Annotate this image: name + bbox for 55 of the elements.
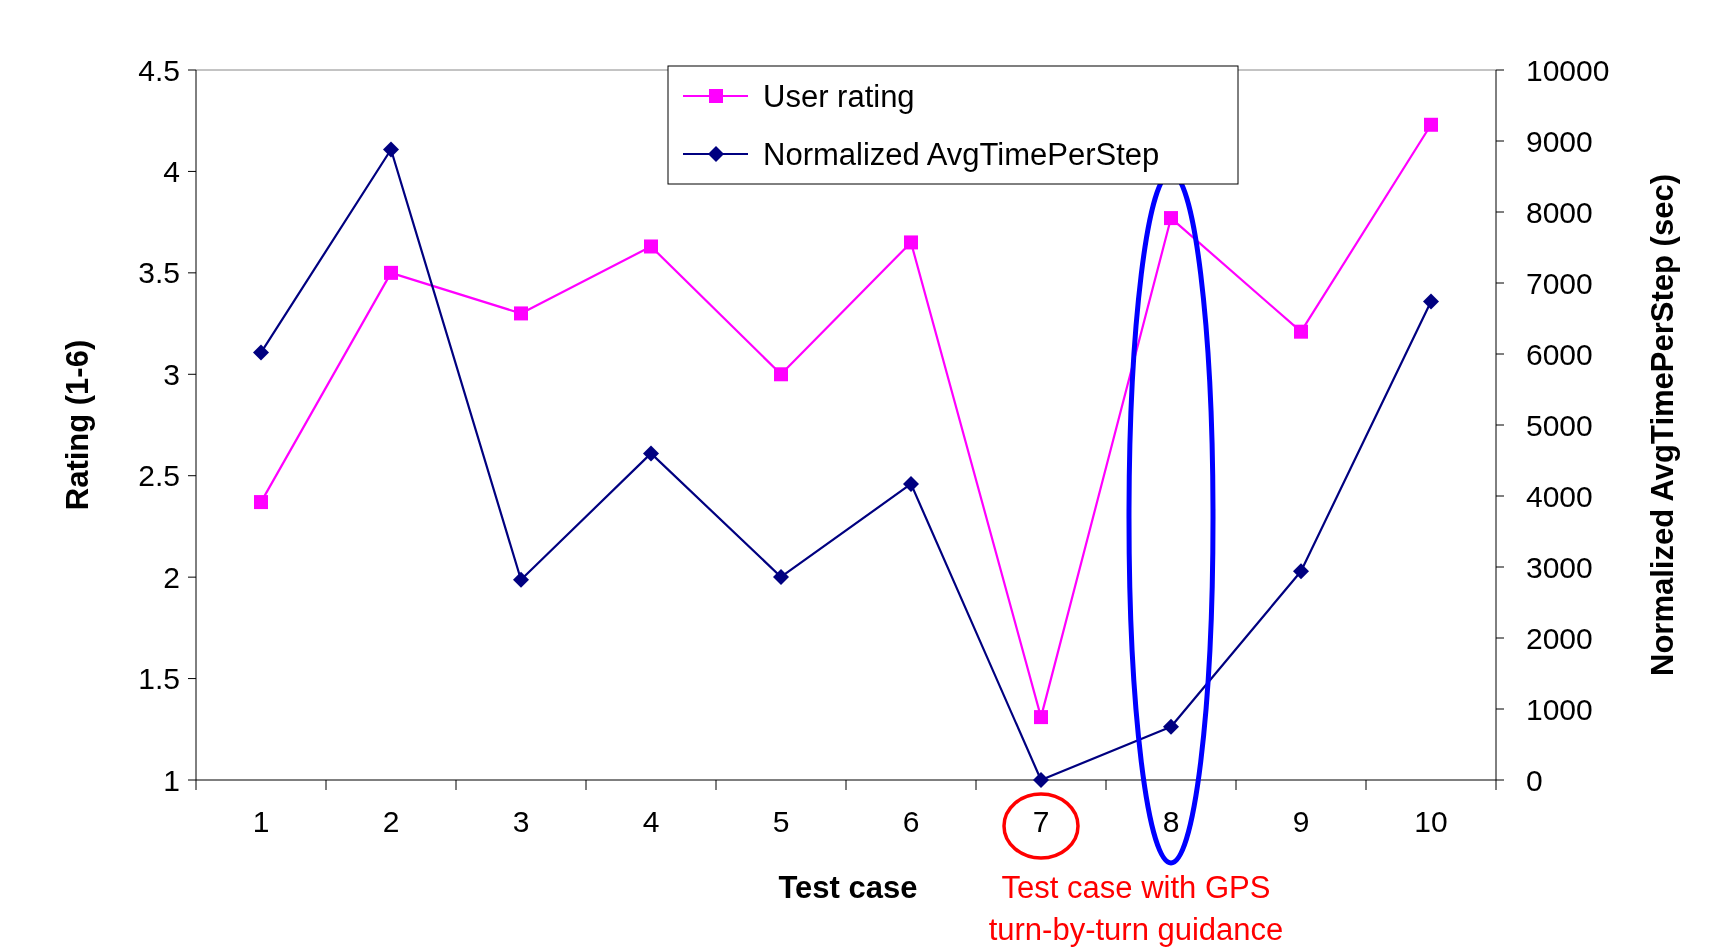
point [774,367,788,382]
x-tick-label: 1 [252,805,270,838]
y2-tick-label: 5000 [1526,408,1593,442]
y-tick-label: 4 [163,154,180,188]
point [1033,772,1049,788]
y2-tick-label: 9000 [1526,124,1593,158]
y-axis-title: Rating (1-6) [60,339,95,511]
y2-tick-label: 10000 [1526,53,1610,87]
legend-label: Normalized AvgTimePerStep [763,136,1160,172]
x-tick-label: 3 [512,805,530,838]
point [644,239,658,254]
y2-axis-title: Normalized AvgTimePerStep (sec) [1645,174,1680,676]
y-tick-label: 3.5 [138,256,180,290]
point [384,265,398,280]
x-tick-label: 5 [772,805,790,838]
y-tick-label: 4.5 [138,53,180,87]
point [383,141,399,158]
y2-tick-label: 1000 [1526,692,1593,726]
point [904,235,918,250]
y2-tick-label: 8000 [1526,195,1593,229]
y2-tick-label: 3000 [1526,550,1593,584]
point [643,445,659,462]
x-tick-label: 7 [1032,805,1050,838]
y-tick-label: 3 [163,357,180,391]
point [254,495,268,510]
y2-tick-label: 7000 [1526,266,1593,300]
y2-tick-label: 2000 [1526,621,1593,655]
y-tick-label: 1 [163,763,180,797]
point [1034,710,1048,725]
point [1293,563,1309,580]
y-tick-label: 1.5 [138,662,180,696]
x-tick-label: 9 [1292,805,1310,838]
y-tick-label: 2 [163,560,180,594]
point [513,571,529,588]
point [903,475,919,492]
x-axis-title: Test case [778,870,918,905]
point [1163,718,1179,735]
legend-label: User rating [763,78,915,114]
point [1294,324,1308,339]
y2-tick-label: 6000 [1526,337,1593,371]
y-tick-label: 2.5 [138,459,180,493]
y2-tick-label: 4000 [1526,479,1593,513]
y2-tick-label: 0 [1526,763,1543,797]
x-tick-label: 2 [382,805,400,838]
x-tick-label: 10 [1414,805,1448,838]
x-tick-label: 8 [1162,805,1180,838]
point [773,568,789,585]
x-tick-label: 4 [642,805,660,838]
point [514,306,528,321]
x-tick-label: 6 [902,805,920,838]
text: Test case with GPS turn-by-turn guidance [988,870,1284,947]
point [253,344,269,361]
point [1423,293,1439,310]
point [1164,211,1178,226]
point [1424,117,1438,132]
